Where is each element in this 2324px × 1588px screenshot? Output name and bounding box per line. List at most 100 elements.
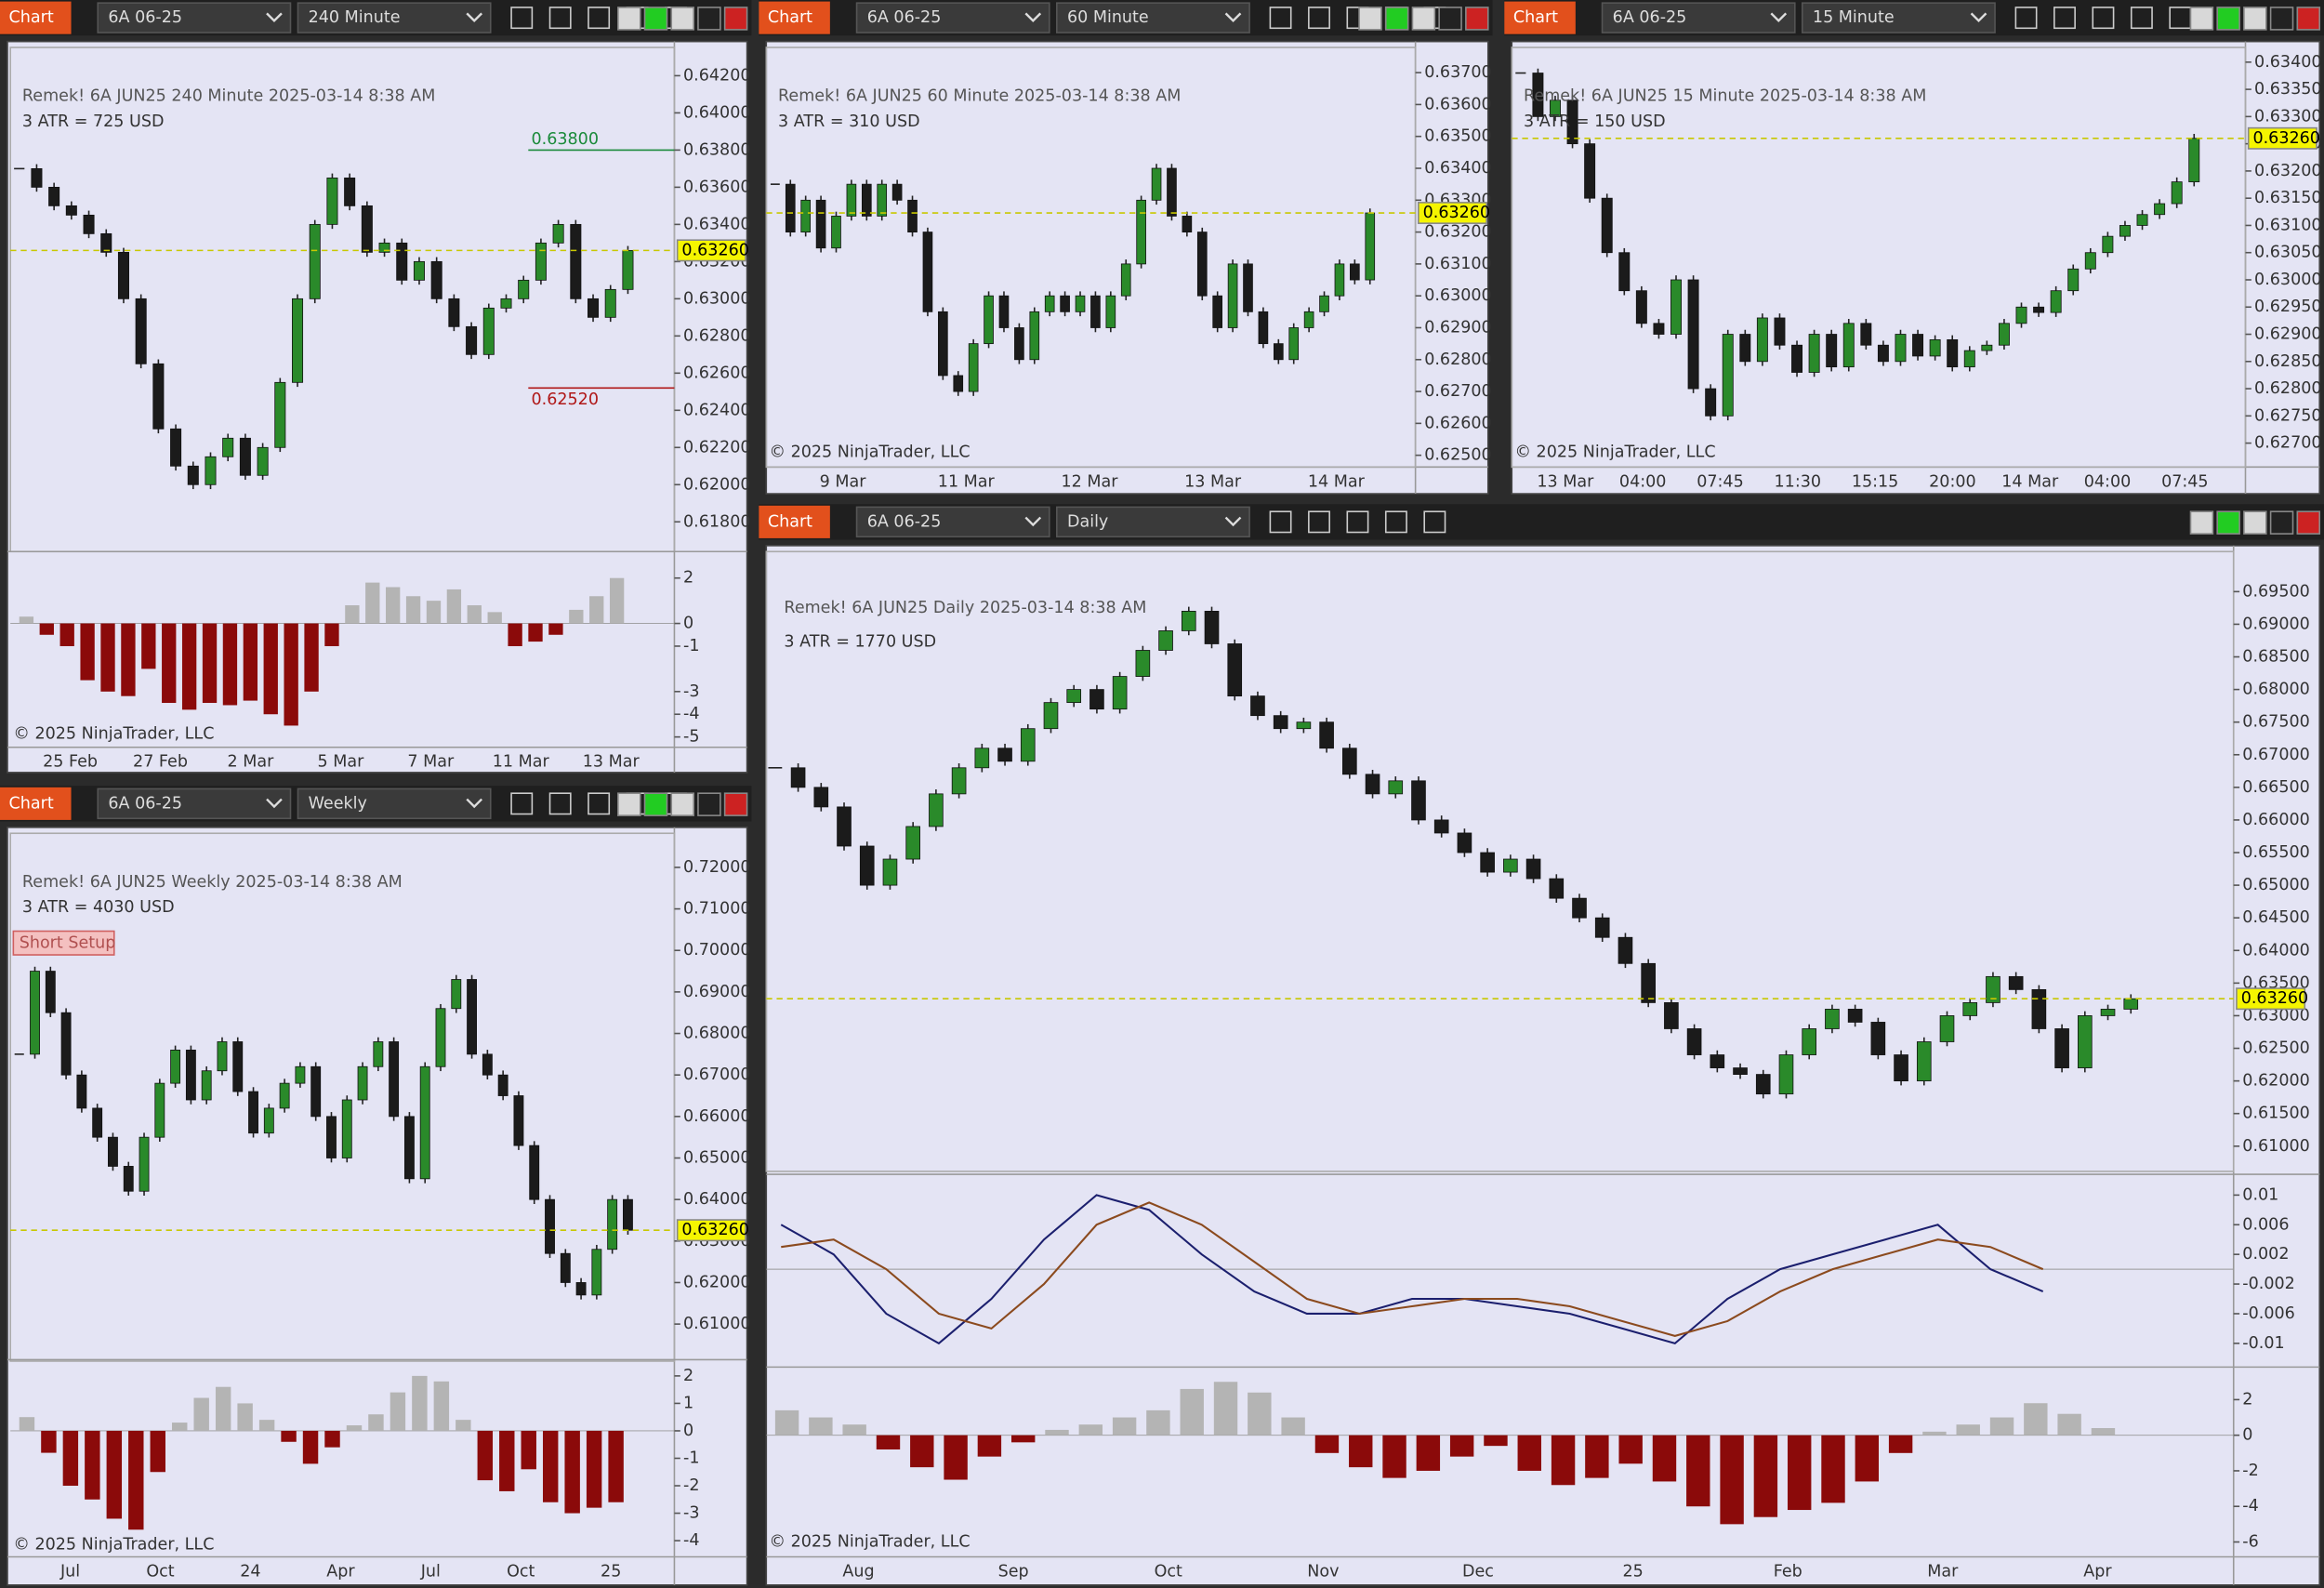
histogram-bar <box>1652 1435 1677 1482</box>
toolbar-icon[interactable] <box>510 792 534 815</box>
window-button[interactable] <box>2243 7 2267 31</box>
window-button[interactable] <box>617 7 641 31</box>
interval-label[interactable]: 240 Minute <box>309 8 401 27</box>
candle <box>108 1136 118 1167</box>
chart-button-label[interactable]: Chart <box>9 794 54 813</box>
instrument-dropdown[interactable] <box>97 2 292 33</box>
window-button[interactable] <box>2269 510 2294 535</box>
histogram-bar <box>1618 1435 1643 1464</box>
window-button[interactable] <box>1358 7 1382 31</box>
interval-label[interactable]: Weekly <box>309 794 367 813</box>
instrument-dropdown[interactable] <box>855 506 1050 538</box>
chart-button-label[interactable]: Chart <box>768 512 812 531</box>
window-button[interactable] <box>697 7 721 31</box>
toolbar-icon[interactable] <box>1308 510 1330 534</box>
histogram-bar <box>386 587 401 624</box>
atr-label: 3 ATR = 1770 USD <box>784 633 936 652</box>
candle <box>1151 167 1162 201</box>
price-tick-label: 0.62000 <box>2242 1072 2309 1091</box>
chart-button[interactable] <box>0 1 72 34</box>
chart-button[interactable] <box>1504 1 1576 34</box>
window-button[interactable] <box>1411 7 1436 31</box>
histogram-bar <box>542 1430 559 1502</box>
candle <box>1549 878 1565 899</box>
window-button[interactable] <box>2296 510 2321 535</box>
instrument-dropdown[interactable] <box>97 787 292 820</box>
toolbar-icon[interactable] <box>2092 7 2115 30</box>
toolbar-icon[interactable] <box>510 7 534 30</box>
instrument-label[interactable]: 6A 06-25 <box>1613 8 1687 27</box>
chart-button-label[interactable]: Chart <box>9 8 54 27</box>
candle <box>389 1041 400 1118</box>
chart-button-label[interactable]: Chart <box>768 8 812 27</box>
window-button[interactable] <box>617 792 641 816</box>
toolbar-icon[interactable] <box>2014 7 2038 30</box>
window-button[interactable] <box>1465 7 1489 31</box>
window-button[interactable] <box>2296 7 2321 31</box>
window-button[interactable] <box>1384 7 1409 31</box>
toolbar-icon[interactable] <box>2130 7 2153 30</box>
toolbar-icon[interactable] <box>1423 510 1446 534</box>
interval-label[interactable]: 15 Minute <box>1813 8 1895 27</box>
window-button[interactable] <box>643 7 668 31</box>
toolbar-icon[interactable] <box>1269 7 1292 30</box>
atr-label: 3 ATR = 150 USD <box>1524 112 1666 131</box>
window-button[interactable] <box>2189 510 2214 535</box>
interval-dropdown[interactable] <box>297 787 492 820</box>
instrument-dropdown[interactable] <box>1601 2 1796 33</box>
window-button[interactable] <box>2269 7 2294 31</box>
histogram-bar <box>1989 1417 2014 1436</box>
price-tick-label: 0.62800 <box>683 326 750 345</box>
chart-button[interactable] <box>759 1 830 34</box>
interval-dropdown[interactable] <box>1801 2 1996 33</box>
candle <box>513 1095 524 1146</box>
window-button[interactable] <box>723 7 748 31</box>
time-label: Dec <box>1462 1562 1494 1581</box>
window-button[interactable] <box>2243 510 2267 535</box>
candle <box>882 858 898 886</box>
instrument-label[interactable]: 6A 06-25 <box>108 8 182 27</box>
instrument-label[interactable]: 6A 06-25 <box>867 512 942 531</box>
window-button[interactable] <box>697 792 721 816</box>
candle <box>922 232 933 312</box>
window-button[interactable] <box>723 792 748 816</box>
interval-label[interactable]: 60 Minute <box>1067 8 1149 27</box>
instrument-dropdown[interactable] <box>855 2 1050 33</box>
toolbar-icon[interactable] <box>548 792 572 815</box>
toolbar-icon[interactable] <box>1269 510 1292 534</box>
window-button[interactable] <box>670 792 694 816</box>
window-button[interactable] <box>2189 7 2214 31</box>
window-button[interactable] <box>2216 7 2240 31</box>
instrument-label[interactable]: 6A 06-25 <box>867 8 942 27</box>
candle <box>929 793 944 827</box>
interval-label[interactable]: Daily <box>1067 512 1108 531</box>
instrument-label[interactable]: 6A 06-25 <box>108 794 182 813</box>
toolbar-icon[interactable] <box>588 7 611 30</box>
last-price-label: 0.63260 <box>681 1221 748 1239</box>
interval-dropdown[interactable] <box>297 2 492 33</box>
toolbar-icon[interactable] <box>2053 7 2076 30</box>
candle <box>373 1041 384 1067</box>
window-button[interactable] <box>643 792 668 816</box>
chart-button[interactable] <box>759 505 830 538</box>
candle <box>263 1107 274 1134</box>
toolbar-icon[interactable] <box>1384 510 1407 534</box>
time-label: Jul <box>59 1562 80 1581</box>
price-tick-label: 0.63350 <box>2254 80 2321 99</box>
price-tick-label: 0.63000 <box>1424 286 1491 305</box>
toolbar-icon[interactable] <box>588 792 611 815</box>
interval-dropdown[interactable] <box>1056 506 1250 538</box>
toolbar-icon[interactable] <box>548 7 572 30</box>
time-label: 14 Mar <box>1308 472 1366 491</box>
chart-button-label[interactable]: Chart <box>1513 8 1558 27</box>
window-button[interactable] <box>1438 7 1462 31</box>
window-button[interactable] <box>670 7 694 31</box>
interval-dropdown[interactable] <box>1056 2 1250 33</box>
candle <box>60 1012 72 1076</box>
candle <box>997 748 1012 762</box>
toolbar-icon[interactable] <box>1346 510 1369 534</box>
chart-button[interactable] <box>0 787 72 820</box>
window-button[interactable] <box>2216 510 2240 535</box>
candle <box>607 1198 618 1251</box>
toolbar-icon[interactable] <box>1308 7 1330 30</box>
